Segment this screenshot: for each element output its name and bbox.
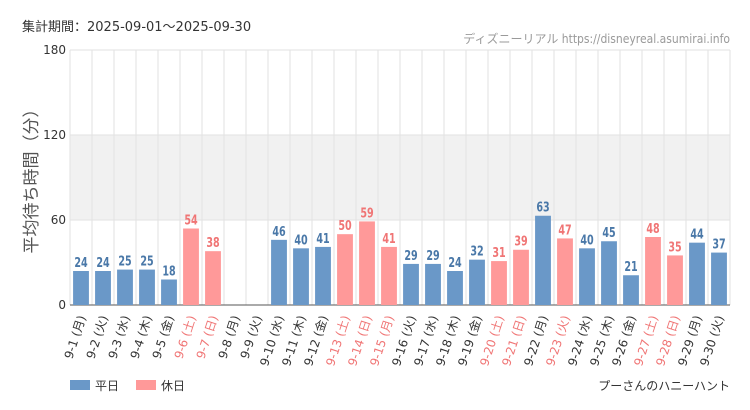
attraction-name: プーさんのハニーハント	[598, 379, 730, 393]
bar-value-label: 35	[668, 239, 681, 254]
y-tick-label: 180	[43, 43, 66, 57]
bar	[293, 248, 309, 305]
bar-value-label: 37	[712, 237, 725, 252]
bar	[623, 275, 639, 305]
bar	[579, 248, 595, 305]
bar	[403, 263, 419, 305]
bar-value-label: 41	[316, 231, 329, 246]
bar	[513, 249, 529, 305]
bar	[73, 271, 89, 305]
bar-value-label: 24	[74, 255, 87, 270]
bar-value-label: 54	[184, 212, 197, 227]
bar	[205, 251, 221, 305]
bar-value-label: 31	[492, 245, 505, 260]
bar	[601, 241, 617, 305]
bar	[447, 271, 463, 305]
bar-value-label: 24	[448, 255, 461, 270]
y-tick-label: 60	[51, 213, 66, 227]
bar-value-label: 47	[558, 222, 571, 237]
bar	[117, 269, 133, 305]
bar	[161, 279, 177, 305]
bar-value-label: 40	[294, 232, 307, 247]
bar-value-label: 39	[514, 234, 527, 249]
bar-value-label: 29	[426, 248, 439, 263]
bar	[469, 259, 485, 305]
bar-value-label: 18	[162, 263, 175, 278]
bar-value-label: 40	[580, 232, 593, 247]
legend: 平日 休日	[70, 379, 185, 393]
bar-value-label: 25	[140, 254, 153, 269]
bar	[183, 228, 199, 305]
bar	[491, 261, 507, 305]
bar	[359, 221, 375, 305]
legend-label-holiday: 休日	[161, 379, 185, 393]
bar-value-label: 46	[272, 224, 285, 239]
y-tick-label: 0	[58, 298, 66, 312]
bar	[689, 242, 705, 305]
bar-value-label: 38	[206, 235, 219, 250]
bar	[711, 252, 727, 305]
bar-value-label: 59	[360, 205, 373, 220]
legend-swatch-weekday	[70, 380, 90, 390]
bar-value-label: 63	[536, 200, 549, 215]
bar-value-label: 29	[404, 248, 417, 263]
bar	[557, 238, 573, 305]
site-credit: ディズニーリアル https://disneyreal.asumirai.inf…	[463, 31, 730, 46]
legend-label-weekday: 平日	[95, 379, 119, 393]
period-label: 集計期間：2025-09-01～2025-09-30	[22, 19, 251, 35]
bar-value-label: 32	[470, 244, 483, 259]
legend-swatch-holiday	[136, 380, 156, 390]
bar-value-label: 21	[624, 259, 637, 274]
bar-value-label: 50	[338, 218, 351, 233]
bar	[667, 255, 683, 305]
bar-value-label: 41	[382, 231, 395, 246]
bar	[645, 237, 661, 305]
bar	[381, 246, 397, 305]
bar	[315, 246, 331, 305]
bar	[425, 263, 441, 305]
bar-value-label: 25	[118, 254, 131, 269]
bar-value-label: 48	[646, 221, 659, 236]
bar-value-label: 45	[602, 225, 615, 240]
bar	[139, 269, 155, 305]
bar-value-label: 24	[96, 255, 109, 270]
bar-value-label: 44	[690, 227, 703, 242]
y-tick-label: 120	[43, 128, 66, 142]
bar	[95, 271, 111, 305]
bar	[337, 234, 353, 305]
y-axis-title: 平均待ち時間（分）	[22, 101, 42, 254]
bar	[535, 215, 551, 305]
bar	[271, 239, 287, 305]
